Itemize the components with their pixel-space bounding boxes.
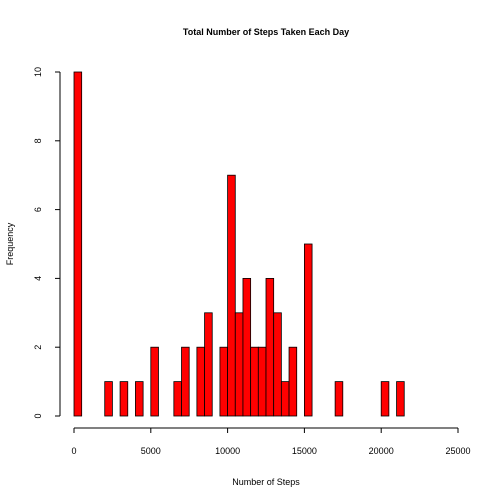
histogram-bar-17 bbox=[281, 382, 289, 416]
x-axis-label: Number of Steps bbox=[232, 477, 300, 487]
histogram-bar-5 bbox=[174, 382, 182, 416]
histogram-bar-18 bbox=[289, 347, 297, 416]
histogram-bar-9 bbox=[220, 347, 228, 416]
histogram-bar-19 bbox=[304, 244, 312, 416]
histogram-bar-4 bbox=[151, 347, 159, 416]
histogram-bar-16 bbox=[274, 313, 282, 416]
histogram-bar-22 bbox=[397, 382, 405, 416]
y-axis: 0 2 4 6 8 10 bbox=[33, 67, 60, 419]
histogram-bar-20 bbox=[335, 382, 343, 416]
bars-group bbox=[74, 72, 404, 416]
x-tick-label: 10000 bbox=[215, 446, 240, 456]
histogram-bar-3 bbox=[135, 382, 143, 416]
x-tick-label: 15000 bbox=[292, 446, 317, 456]
histogram-bar-7 bbox=[197, 347, 205, 416]
y-axis-label: Frequency bbox=[5, 222, 15, 265]
y-tick-label: 4 bbox=[33, 276, 43, 281]
y-tick-label: 8 bbox=[33, 138, 43, 143]
histogram-bar-8 bbox=[205, 313, 213, 416]
y-tick-label: 2 bbox=[33, 345, 43, 350]
histogram-bar-2 bbox=[120, 382, 128, 416]
histogram-bar-11 bbox=[235, 313, 243, 416]
histogram-bar-21 bbox=[381, 382, 389, 416]
histogram-bar-10 bbox=[228, 175, 236, 416]
chart-title: Total Number of Steps Taken Each Day bbox=[183, 27, 349, 37]
histogram-bar-0 bbox=[74, 72, 82, 416]
histogram-bar-1 bbox=[105, 382, 113, 416]
histogram-bar-15 bbox=[266, 278, 274, 416]
x-axis: 0 5000 10000 15000 20000 25000 bbox=[71, 428, 470, 456]
histogram-bar-13 bbox=[251, 347, 259, 416]
y-tick-label: 6 bbox=[33, 207, 43, 212]
histogram-bar-6 bbox=[182, 347, 190, 416]
x-tick-label: 25000 bbox=[445, 446, 470, 456]
x-tick-label: 5000 bbox=[141, 446, 161, 456]
x-tick-label: 20000 bbox=[369, 446, 394, 456]
y-tick-label: 10 bbox=[33, 67, 43, 77]
y-tick-label: 0 bbox=[33, 413, 43, 418]
x-tick-label: 0 bbox=[71, 446, 76, 456]
histogram-bar-14 bbox=[258, 347, 266, 416]
histogram-bar-12 bbox=[243, 278, 251, 416]
